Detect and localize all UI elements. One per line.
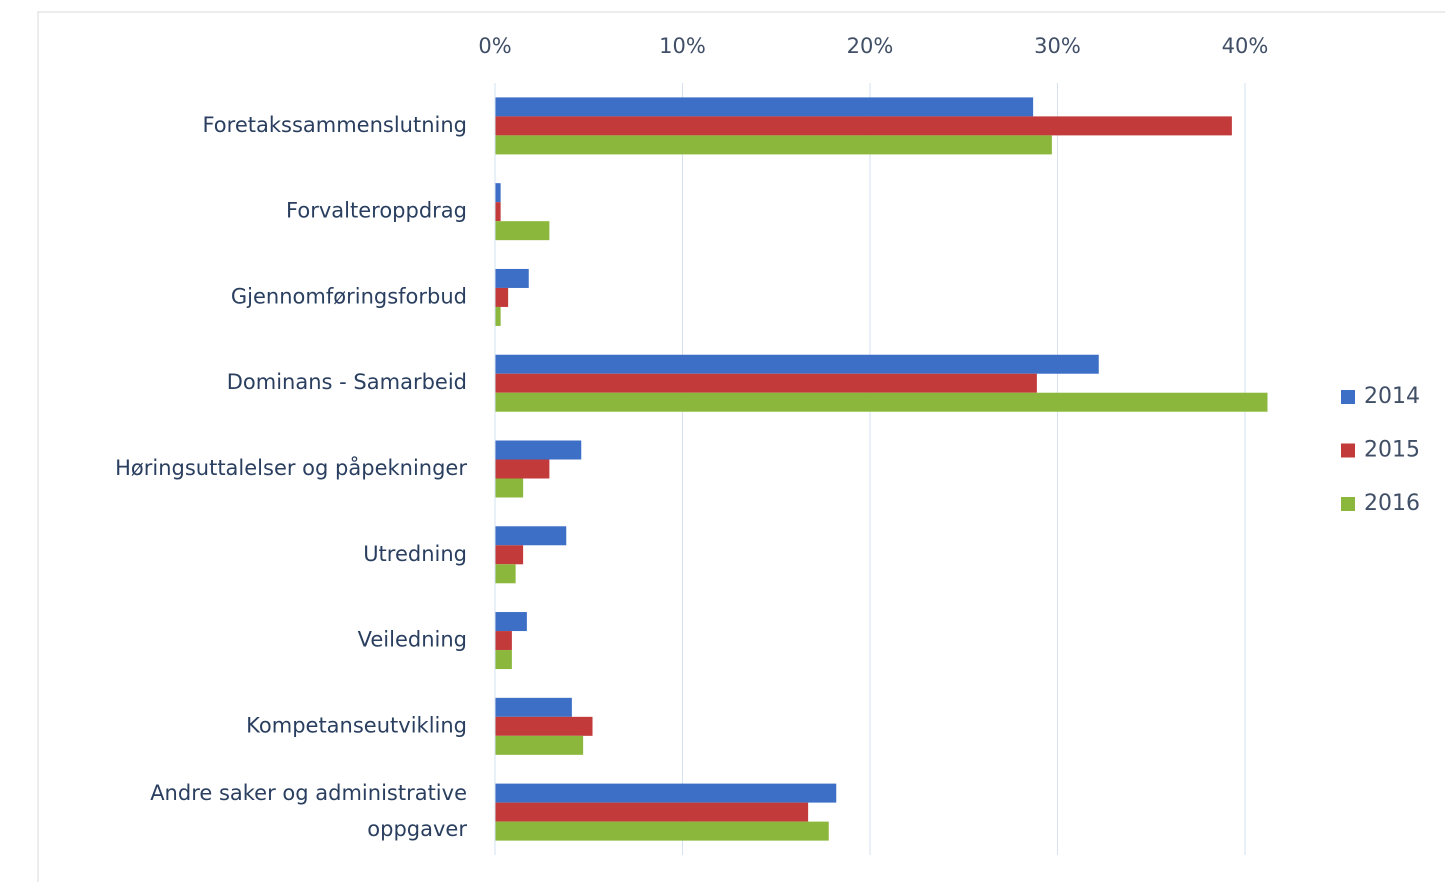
legend-label: 2015 [1364,438,1420,463]
legend-label: 2014 [1364,384,1420,409]
y-tick-label: Gjennomføringsforbud [231,284,467,308]
bar [495,716,593,736]
bar [495,306,501,326]
x-tick-label: 30% [1034,34,1081,58]
bar [495,802,809,822]
bar [495,612,527,632]
bar [495,545,524,565]
bar [495,526,567,546]
legend-swatch [1341,443,1355,458]
x-tick-label: 40% [1222,34,1269,58]
bar [495,631,512,651]
y-tick-label: Veiledning [358,628,467,652]
bar [495,135,1052,155]
bar [495,459,550,479]
bar [495,697,572,717]
legend-label: 2016 [1364,491,1420,516]
bar [495,221,550,241]
y-tick-label: Foretakssammenslutning [202,113,467,137]
bar [495,440,582,460]
bar [495,116,1232,136]
chart-border [37,11,1445,882]
bar [495,392,1268,412]
y-tick-label: Kompetanseutvikling [246,713,467,737]
bar [495,97,1034,117]
bar [495,478,524,498]
y-tick-label: Dominans - Samarbeid [227,370,467,394]
bar [495,821,829,841]
x-tick-label: 20% [847,34,894,58]
bar [495,373,1037,393]
bar [495,783,837,803]
y-tick-label: Utredning [363,542,467,566]
legend-swatch [1341,497,1355,511]
bar [495,354,1099,374]
y-tick-label: Andre saker og administrative oppgaver [150,781,467,841]
bar [495,268,529,288]
y-tick-label: Høringsuttalelser og påpekninger [115,455,467,480]
x-tick-label: 0% [478,34,511,58]
bar [495,183,501,203]
bar [495,564,516,584]
y-tick-label: Forvalteroppdrag [286,199,467,223]
bar [495,735,584,755]
bar [495,202,501,222]
bar [495,650,512,670]
bar [495,287,509,307]
x-tick-label: 10% [659,34,706,58]
legend-swatch [1341,390,1355,404]
